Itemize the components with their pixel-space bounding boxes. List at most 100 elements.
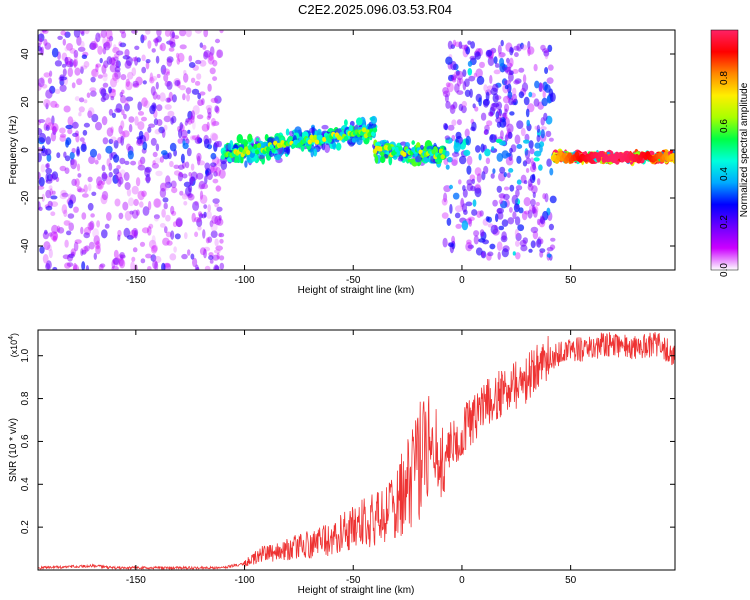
heat-cell <box>356 117 363 126</box>
heat-cell <box>527 46 535 55</box>
heat-cell <box>61 204 68 215</box>
heat-cell <box>154 128 161 135</box>
heat-cell <box>156 94 161 100</box>
heat-ridge <box>271 147 276 153</box>
heat-cell <box>135 177 141 187</box>
colorbar-tick-label: 0.8 <box>719 71 730 85</box>
heat-cell <box>470 41 475 49</box>
colorbar-swatch <box>710 29 739 271</box>
heat-cell <box>180 153 185 164</box>
heat-cell <box>532 191 536 199</box>
heat-cell <box>98 264 104 270</box>
heat-cell <box>190 77 196 84</box>
heat-cell <box>464 78 470 87</box>
heat-cell <box>64 239 69 248</box>
heat-cell <box>51 224 59 234</box>
heat-cell <box>179 122 183 130</box>
heat-cell <box>455 205 463 213</box>
heat-cell <box>214 141 220 148</box>
heat-cell <box>498 199 503 205</box>
heat-cell <box>478 153 482 161</box>
heat-cell <box>38 82 42 91</box>
heat-cell <box>84 245 90 252</box>
heat-cell <box>110 126 114 133</box>
heat-cell <box>507 217 515 225</box>
heat-cell <box>466 165 472 175</box>
heat-cell <box>95 183 103 190</box>
heat-cell <box>142 80 147 85</box>
heat-cell <box>94 159 99 165</box>
heat-cell <box>207 236 213 243</box>
heat-cell <box>126 143 131 151</box>
snr-plot-area <box>38 330 675 570</box>
heat-cell <box>153 214 160 220</box>
heat-cell <box>497 108 501 114</box>
heat-cell <box>549 195 557 204</box>
heat-cell <box>452 192 460 200</box>
heat-cell <box>548 137 554 142</box>
heat-cell <box>160 64 167 75</box>
heat-cell <box>195 59 202 65</box>
heat-cell <box>214 215 222 226</box>
heat-cell <box>149 76 155 84</box>
heat-cell <box>190 163 195 171</box>
heat-cell <box>452 39 457 47</box>
heat-cell <box>41 84 48 89</box>
heat-cell <box>66 230 72 236</box>
heat-cell <box>201 123 210 132</box>
heat-cell <box>153 198 161 208</box>
heat-cell <box>485 91 490 102</box>
heat-cell <box>51 171 59 180</box>
heat-cell <box>104 223 110 229</box>
heat-cell <box>113 257 121 266</box>
spectrogram-y-tick-label: -20 <box>20 190 31 205</box>
heat-cell <box>145 253 152 259</box>
heat-cell <box>118 257 124 267</box>
heat-cell <box>50 211 56 216</box>
heat-cell <box>121 109 125 116</box>
heat-cell <box>546 77 554 84</box>
heat-cell <box>445 100 451 109</box>
heat-cell <box>442 87 449 95</box>
heat-cell <box>447 40 453 50</box>
heat-cell <box>79 97 85 103</box>
heat-cell <box>113 56 119 62</box>
heat-cell <box>145 30 151 35</box>
heat-cell <box>493 56 498 64</box>
heat-cell <box>74 96 80 102</box>
heat-cell <box>449 184 453 190</box>
heat-cell <box>77 173 82 178</box>
heat-cell <box>71 147 76 154</box>
heat-cell <box>164 226 168 234</box>
heat-cell <box>530 226 539 234</box>
heat-cell <box>476 75 485 85</box>
heat-cell <box>177 171 183 182</box>
heat-cell <box>117 234 121 241</box>
heat-cell <box>515 189 520 198</box>
heat-cell <box>529 205 533 212</box>
heat-cell <box>88 107 95 117</box>
heat-cell <box>115 60 121 68</box>
heat-cell <box>87 222 94 231</box>
heat-cell <box>79 30 85 35</box>
heat-cell <box>145 61 150 70</box>
heat-cell <box>60 189 67 196</box>
heat-cell <box>89 220 95 230</box>
heat-cell <box>90 43 97 50</box>
heat-cell <box>508 168 514 173</box>
heat-cell <box>45 136 51 145</box>
heat-cell <box>518 67 525 73</box>
heat-cell <box>500 39 504 47</box>
heat-cell <box>203 204 208 210</box>
heat-cell <box>52 231 59 241</box>
heat-cell <box>462 185 466 192</box>
heat-cell <box>490 173 495 179</box>
heat-cell <box>505 156 514 166</box>
heat-cell <box>59 133 67 138</box>
heat-cell <box>86 92 91 98</box>
heat-cell <box>179 44 187 50</box>
heat-cell <box>218 215 222 221</box>
heat-cell <box>71 158 78 167</box>
heat-cell <box>197 226 202 231</box>
heat-cell <box>134 116 139 126</box>
